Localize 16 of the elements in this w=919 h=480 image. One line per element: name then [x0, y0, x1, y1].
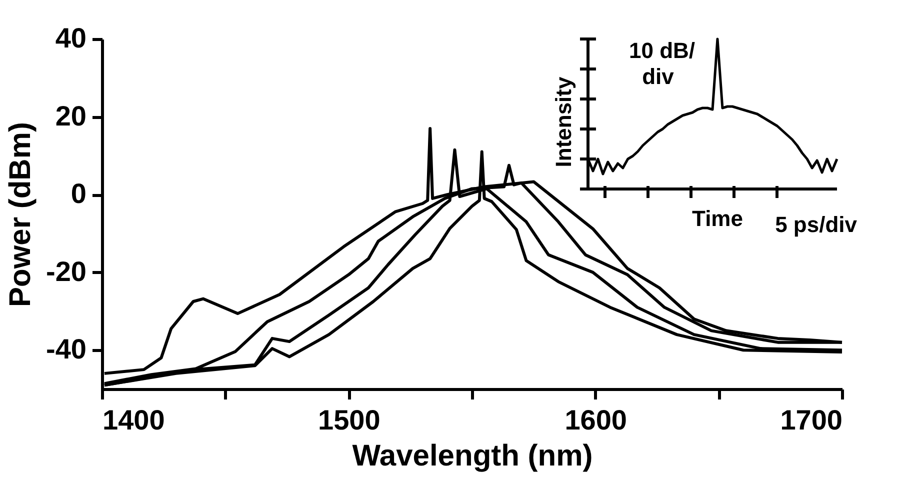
- y-tick-label: -40: [46, 334, 86, 365]
- y-tick-label: 40: [55, 22, 86, 54]
- x-tick-label: 1500: [318, 404, 380, 436]
- x-axis-title: Time: [692, 206, 743, 231]
- y-axis-title: Power (dBm): [4, 122, 38, 308]
- y-tick-label: -20: [46, 256, 86, 287]
- annotation: 10 dB/: [628, 38, 696, 63]
- y-tick-label: 20: [55, 100, 86, 132]
- y-axis-title: Intensity: [551, 76, 576, 168]
- x-tick-label: 1700: [780, 404, 842, 436]
- x-tick-label: 1600: [564, 404, 627, 436]
- annotation: div: [642, 64, 675, 89]
- x-axis-title: Wavelength (nm): [352, 440, 593, 472]
- y-tick-label: 0: [70, 178, 86, 210]
- x-tick-label: 1400: [102, 404, 165, 436]
- annotation: 5 ps/div: [775, 212, 858, 237]
